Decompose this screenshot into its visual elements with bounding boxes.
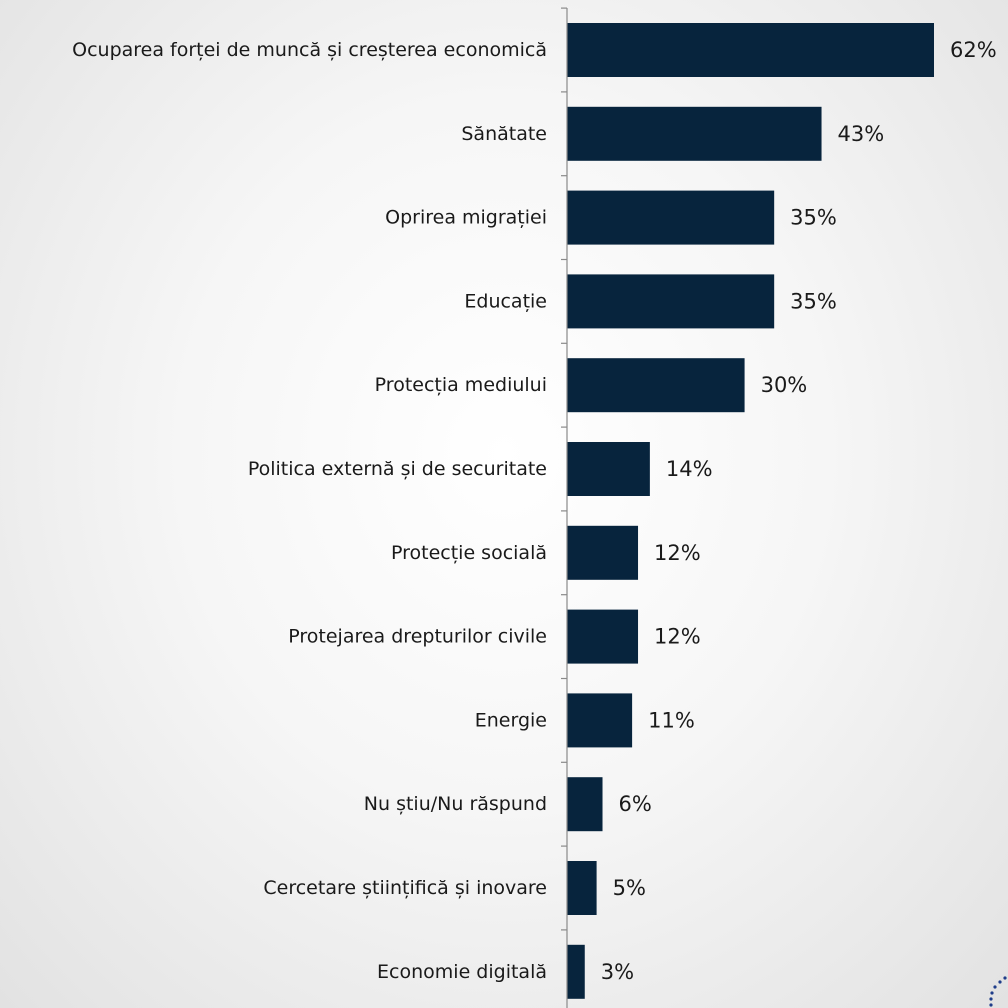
data-label: 12% <box>654 625 701 649</box>
bar <box>567 609 639 664</box>
data-label: 14% <box>666 457 713 481</box>
bar <box>567 442 650 496</box>
category-label: Protejarea drepturilor civile <box>288 626 547 648</box>
data-label: 3% <box>601 960 634 984</box>
bar <box>567 861 597 915</box>
category-label: Protecția mediului <box>375 374 547 396</box>
category-label: Cercetare științifică și inovare <box>263 877 547 899</box>
category-label: Economie digitală <box>377 961 547 983</box>
bar <box>567 777 603 832</box>
category-labels: Ocuparea forței de muncă și creșterea ec… <box>72 39 547 983</box>
y-axis <box>561 7 568 1008</box>
category-label: Energie <box>475 709 547 731</box>
bar <box>567 23 934 77</box>
data-label: 30% <box>761 373 808 397</box>
category-label: Educație <box>464 290 547 312</box>
bars-layer <box>567 23 934 999</box>
bar <box>567 190 775 245</box>
bar <box>567 274 775 329</box>
data-label: 5% <box>613 876 646 900</box>
data-label: 43% <box>838 122 885 146</box>
bar <box>567 944 585 999</box>
category-label: Politica externă și de securitate <box>248 458 547 480</box>
data-label: 6% <box>619 792 652 816</box>
data-label: 35% <box>790 289 837 313</box>
data-label: 62% <box>950 38 997 62</box>
category-label: Protecție socială <box>391 542 547 564</box>
bar <box>567 106 822 161</box>
category-label: Sănătate <box>461 123 547 145</box>
category-label: Oprirea migrației <box>385 207 547 229</box>
logo-fragment-icon <box>989 976 1007 1007</box>
bar <box>567 525 639 580</box>
data-label: 11% <box>648 708 695 732</box>
data-label: 12% <box>654 541 701 565</box>
category-label: Ocuparea forței de muncă și creșterea ec… <box>72 39 547 61</box>
bar <box>567 358 745 413</box>
data-label: 35% <box>790 206 837 230</box>
bar <box>567 693 633 748</box>
category-label: Nu știu/Nu răspund <box>364 793 547 815</box>
value-labels: 62% 43% 35% 35% 30% 14% 12% 12% 11% 6% 5% 3% <box>601 38 997 984</box>
